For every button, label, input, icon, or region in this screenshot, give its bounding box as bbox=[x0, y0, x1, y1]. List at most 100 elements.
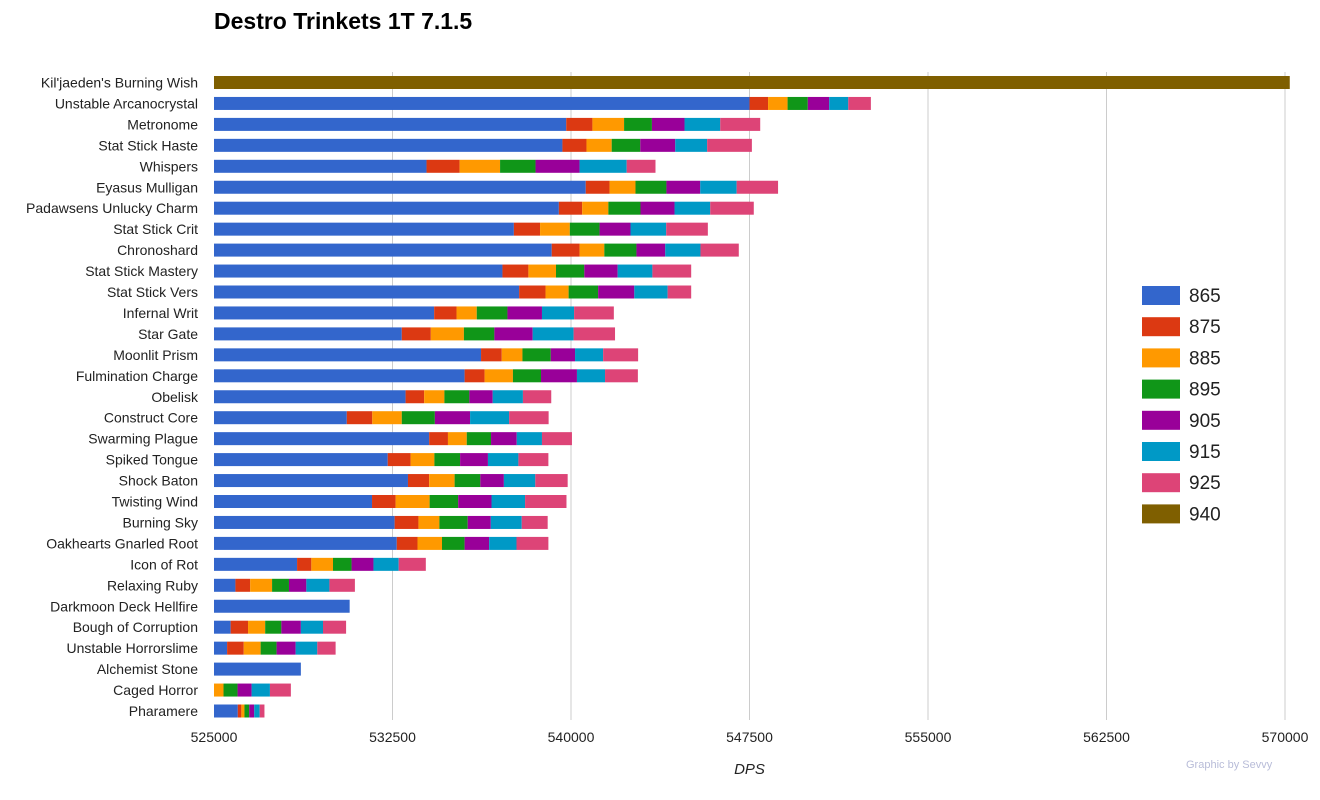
bar-moonlit-prism-915 bbox=[575, 348, 604, 362]
bar-obelisk-865 bbox=[214, 390, 406, 404]
legend-label-925: 925 bbox=[1189, 473, 1221, 494]
bar-stat-stick-crit-865 bbox=[214, 222, 514, 236]
bar-obelisk-895 bbox=[444, 390, 470, 404]
bar-whispers-865 bbox=[214, 159, 427, 173]
bar-padawsens-unlucky-charm-905 bbox=[640, 201, 675, 215]
bar-unstable-horrorslime-905 bbox=[276, 641, 296, 655]
bar-stat-stick-haste-925 bbox=[707, 138, 752, 152]
bar-eyasus-mulligan-915 bbox=[700, 180, 737, 194]
category-label: Stat Stick Vers bbox=[107, 284, 198, 300]
bar-moonlit-prism-885 bbox=[501, 348, 523, 362]
bar-bough-of-corruption-885 bbox=[248, 620, 266, 634]
bar-metronome-925 bbox=[720, 117, 761, 131]
bar-shock-baton-875 bbox=[407, 474, 430, 488]
bar-stat-stick-crit-905 bbox=[599, 222, 631, 236]
category-label: Pharamere bbox=[129, 703, 198, 719]
x-axis-title: DPS bbox=[734, 761, 765, 778]
bar-shock-baton-925 bbox=[535, 474, 568, 488]
bar-unstable-arcanocrystal-925 bbox=[848, 96, 871, 110]
bar-icon-of-rot-915 bbox=[373, 557, 399, 571]
bar-stat-stick-mastery-905 bbox=[584, 264, 618, 278]
bar-fulmination-charge-885 bbox=[484, 369, 513, 383]
x-tick-label: 525000 bbox=[191, 729, 238, 745]
category-label: Burning Sky bbox=[123, 514, 198, 530]
bar-stat-stick-mastery-875 bbox=[502, 264, 529, 278]
x-tick-label: 570000 bbox=[1262, 729, 1309, 745]
bar-relaxing-ruby-895 bbox=[272, 578, 289, 592]
bar-infernal-writ-875 bbox=[434, 306, 457, 320]
bar-swarming-plague-905 bbox=[491, 432, 517, 446]
bar-star-gate-925 bbox=[573, 327, 616, 341]
bar-metronome-895 bbox=[624, 117, 652, 131]
bar-spiked-tongue-915 bbox=[487, 453, 519, 467]
bar-fulmination-charge-875 bbox=[464, 369, 485, 383]
bar-swarming-plague-865 bbox=[214, 432, 430, 446]
legend-swatch-865 bbox=[1142, 286, 1180, 305]
bar-twisting-wind-875 bbox=[372, 495, 396, 508]
bar-unstable-arcanocrystal-915 bbox=[829, 96, 849, 110]
bar-alchemist-stone-865 bbox=[214, 662, 301, 676]
bar-burning-sky-875 bbox=[394, 515, 419, 529]
bar-darkmoon-deck-hellfire-865 bbox=[214, 599, 350, 613]
bar-chronoshard-875 bbox=[551, 243, 580, 257]
bar-spiked-tongue-885 bbox=[410, 453, 435, 467]
bar-metronome-885 bbox=[592, 117, 625, 131]
bar-shock-baton-895 bbox=[454, 474, 481, 488]
legend-swatch-915 bbox=[1142, 442, 1180, 461]
bar-star-gate-875 bbox=[401, 327, 431, 341]
bar-chronoshard-925 bbox=[700, 243, 739, 257]
bar-pharamere-865 bbox=[214, 704, 238, 718]
bar-whispers-905 bbox=[535, 159, 580, 173]
bar-infernal-writ-885 bbox=[456, 306, 477, 320]
category-label: Caged Horror bbox=[113, 682, 198, 698]
bar-eyasus-mulligan-885 bbox=[609, 180, 636, 194]
category-label: Spiked Tongue bbox=[106, 452, 199, 468]
bar-fulmination-charge-925 bbox=[605, 369, 638, 383]
legend-swatch-895 bbox=[1142, 379, 1180, 399]
bar-obelisk-875 bbox=[405, 390, 425, 404]
bar-chronoshard-865 bbox=[214, 243, 552, 257]
bar-moonlit-prism-905 bbox=[550, 348, 576, 362]
bar-construct-core-925 bbox=[509, 411, 549, 425]
bar-pharamere-895 bbox=[244, 704, 250, 718]
legend-label-895: 895 bbox=[1189, 380, 1221, 401]
bar-fulmination-charge-905 bbox=[541, 369, 577, 383]
category-label: Moonlit Prism bbox=[113, 347, 198, 363]
bar-stat-stick-vers-905 bbox=[598, 285, 635, 299]
legend-label-905: 905 bbox=[1189, 411, 1221, 432]
bar-unstable-horrorslime-895 bbox=[260, 641, 277, 655]
bar-twisting-wind-905 bbox=[458, 495, 492, 508]
bar-whispers-925 bbox=[626, 159, 656, 173]
category-label: Alchemist Stone bbox=[97, 661, 198, 677]
bar-obelisk-925 bbox=[522, 390, 552, 404]
category-label: Stat Stick Mastery bbox=[85, 263, 198, 279]
bar-moonlit-prism-875 bbox=[481, 348, 502, 362]
legend-swatch-925 bbox=[1142, 473, 1180, 493]
bar-stat-stick-mastery-925 bbox=[652, 264, 692, 278]
bar-obelisk-885 bbox=[424, 390, 445, 404]
bar-eyasus-mulligan-895 bbox=[635, 180, 667, 194]
bar-spiked-tongue-895 bbox=[434, 453, 461, 467]
bar-infernal-writ-895 bbox=[476, 306, 508, 320]
legend-label-875: 875 bbox=[1189, 317, 1221, 338]
category-label: Oakhearts Gnarled Root bbox=[46, 535, 198, 551]
bar-oakhearts-gnarled-root-895 bbox=[442, 536, 465, 550]
category-label: Stat Stick Crit bbox=[113, 221, 198, 237]
bar-infernal-writ-915 bbox=[541, 306, 575, 320]
chart-credit: Graphic by Sevvy bbox=[1186, 759, 1273, 771]
bar-stat-stick-vers-895 bbox=[568, 285, 599, 299]
bar-stat-stick-vers-925 bbox=[667, 285, 692, 299]
bar-unstable-arcanocrystal-865 bbox=[214, 96, 750, 110]
bar-chronoshard-915 bbox=[665, 243, 701, 257]
bar-twisting-wind-865 bbox=[214, 495, 373, 508]
bar-stat-stick-haste-865 bbox=[214, 138, 563, 152]
bar-moonlit-prism-865 bbox=[214, 348, 482, 362]
bar-unstable-arcanocrystal-885 bbox=[768, 96, 788, 110]
bar-burning-sky-885 bbox=[418, 515, 440, 529]
legend-swatch-875 bbox=[1142, 317, 1180, 337]
x-tick-label: 532500 bbox=[369, 729, 416, 745]
category-label: Relaxing Ruby bbox=[107, 577, 198, 593]
bar-chronoshard-905 bbox=[636, 243, 666, 257]
bar-twisting-wind-885 bbox=[395, 495, 430, 508]
bar-pharamere-885 bbox=[241, 704, 245, 718]
